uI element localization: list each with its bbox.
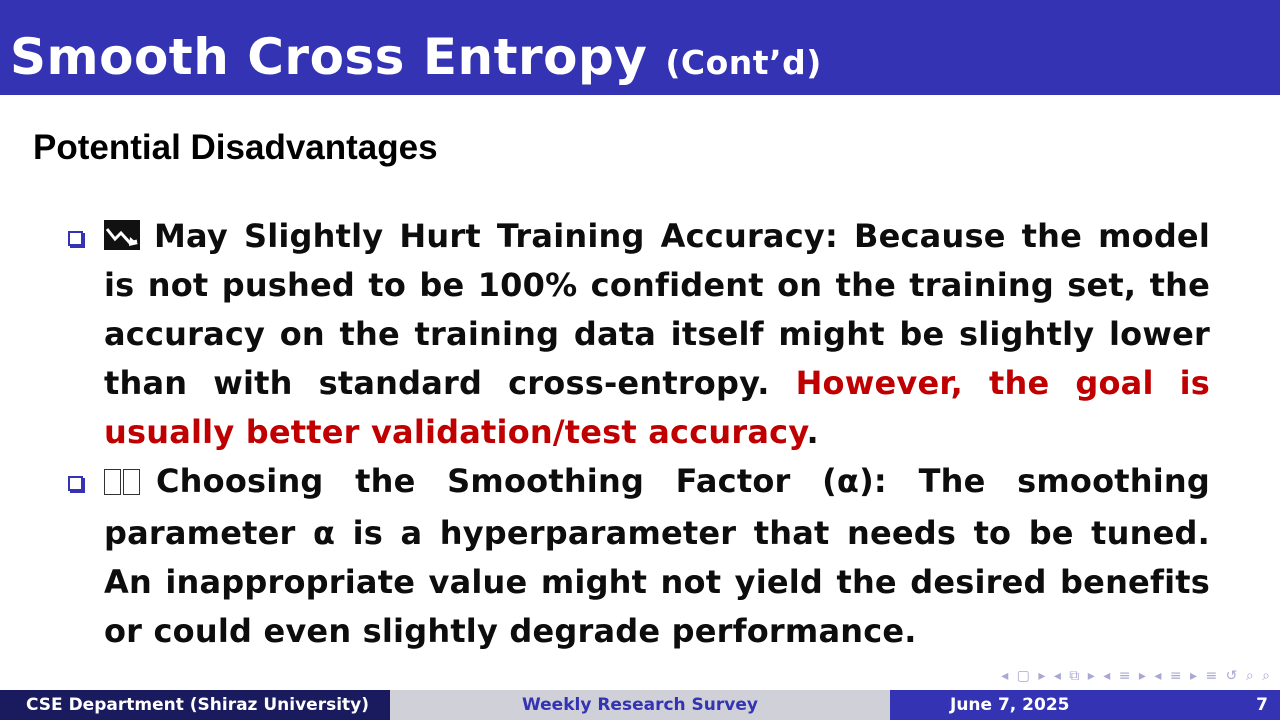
bullet-marker-icon	[68, 231, 83, 246]
slide-title-main: Smooth Cross Entropy	[10, 28, 648, 86]
title-bar: Smooth Cross Entropy (Cont’d)	[0, 0, 1280, 95]
bullet-body: The smoothing parameter α is a hyperpara…	[104, 462, 1210, 650]
footer-page-number: 7	[1256, 695, 1268, 715]
bullet-heading: May Slightly Hurt Training Accuracy:	[154, 217, 838, 255]
bullet-list: May Slightly Hurt Training Accuracy: Bec…	[68, 212, 1211, 656]
footer-date: June 7, 2025	[950, 695, 1070, 715]
section-heading: Potential Disadvantages	[33, 128, 438, 167]
bullet-heading: Choosing the Smoothing Factor (α):	[156, 462, 887, 500]
slide-title-cont: (Cont’d)	[665, 43, 822, 82]
missing-glyph-icon	[104, 460, 142, 509]
footer-title: Weekly Research Survey	[390, 690, 890, 720]
footer: CSE Department (Shiraz University) Weekl…	[0, 690, 1280, 720]
bullet-highlight: However, the goal is usually better vali…	[104, 364, 1211, 451]
chart-decreasing-icon	[104, 215, 140, 250]
bullet-marker-icon	[68, 476, 83, 491]
footer-info: June 7, 2025 7	[890, 690, 1280, 720]
bullet-end: .	[806, 413, 819, 451]
footer-department: CSE Department (Shiraz University)	[0, 690, 390, 720]
bullet-item-smoothing-factor: Choosing the Smoothing Factor (α): The s…	[68, 457, 1210, 656]
bullet-body: Because the model is not pushed to be 10…	[104, 217, 1211, 402]
beamer-navigation-bar[interactable]: ◂ ▢ ▸ ◂ ⧉ ▸ ◂ ≡ ▸ ◂ ≡ ▸ ≡ ↺ ⌕ ⌕	[1001, 668, 1272, 684]
slide-title: Smooth Cross Entropy (Cont’d)	[10, 26, 822, 94]
bullet-item-training-accuracy: May Slightly Hurt Training Accuracy: Bec…	[68, 212, 1211, 457]
